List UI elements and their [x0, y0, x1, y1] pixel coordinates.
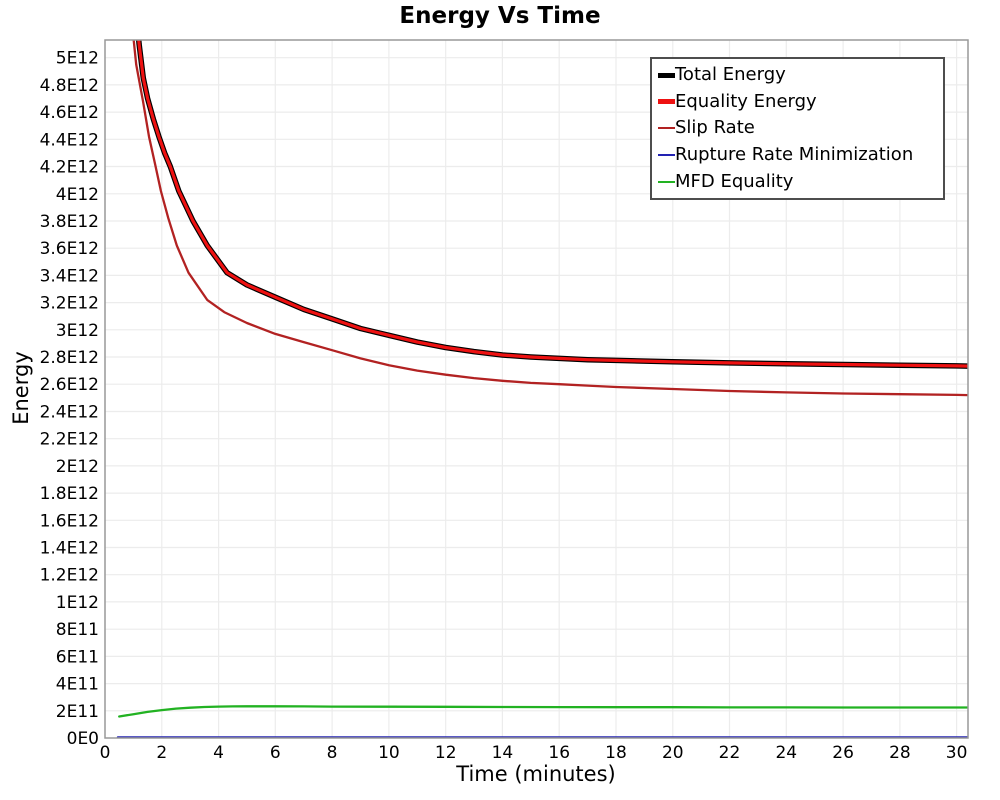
series-lines	[116, 40, 968, 738]
y-tick-label: 5E12	[56, 49, 99, 69]
x-tick-label: 14	[492, 743, 514, 763]
x-tick-label: 28	[889, 743, 911, 763]
legend-swatch	[658, 180, 675, 183]
y-tick-label: 1E12	[56, 593, 99, 613]
legend-item: Rupture Rate Minimization	[658, 146, 939, 164]
y-tick-label: 1.8E12	[40, 484, 99, 504]
x-tick-label: 2	[156, 743, 167, 763]
x-tick-label: 24	[775, 743, 797, 763]
series-line-slip-rate	[132, 40, 968, 397]
y-tick-label: 3.2E12	[40, 294, 99, 314]
x-tick-label: 8	[327, 743, 338, 763]
y-tick-label: 1.2E12	[40, 566, 99, 586]
y-axis-label: Energy	[9, 351, 33, 425]
plot-border	[104, 39, 969, 739]
legend-item: Slip Rate	[658, 119, 939, 137]
y-tick-label: 2E12	[56, 457, 99, 477]
y-tick-label: 4.8E12	[40, 76, 99, 96]
y-tick-label: 3E12	[56, 321, 99, 341]
legend-swatch	[658, 127, 675, 130]
x-tick-label: 20	[662, 743, 684, 763]
x-tick-label: 26	[832, 743, 854, 763]
legend-item-label: Rupture Rate Minimization	[675, 144, 914, 166]
legend-item-label: Equality Energy	[675, 90, 817, 112]
x-tick-label: 16	[548, 743, 570, 763]
legend-item: MFD Equality	[658, 170, 939, 192]
legend-item-label: Slip Rate	[675, 117, 755, 139]
y-tick-label: 2.6E12	[40, 375, 99, 395]
y-tick-label: 4.6E12	[40, 103, 99, 123]
y-tick-label: 4E11	[56, 675, 99, 695]
x-tick-label: 10	[378, 743, 400, 763]
x-tick-label: 0	[100, 743, 111, 763]
y-tick-label: 0E0	[67, 729, 99, 749]
x-axis-label: Time (minutes)	[456, 762, 616, 786]
y-tick-label: 3.8E12	[40, 212, 99, 232]
y-tick-labels: 0E0 2E11 4E11 6E11 8E11 1E12 1.2E12 1.4E12 1.6E1…	[40, 49, 99, 749]
x-tick-labels: 0 2 4 6 8 10 12 14 16 18 20 22 24 26 28 30	[100, 743, 968, 763]
legend-swatch	[658, 72, 675, 78]
y-tick-label: 4.4E12	[40, 130, 99, 150]
x-tick-label: 12	[435, 743, 457, 763]
x-tick-label: 6	[270, 743, 281, 763]
y-tick-label: 2.4E12	[40, 403, 99, 423]
legend-swatch	[658, 99, 675, 105]
y-tick-label: 4E12	[56, 185, 99, 205]
y-tick-label: 8E11	[56, 620, 99, 640]
series-line-equality-energy	[137, 40, 968, 368]
legend-item-label: Total Energy	[675, 64, 786, 86]
legend-item-label: MFD Equality	[675, 170, 794, 192]
y-tick-label: 3.4E12	[40, 266, 99, 286]
x-tick-label: 22	[719, 743, 741, 763]
y-tick-label: 6E11	[56, 647, 99, 667]
legend-item: Total Energy	[658, 66, 939, 84]
y-tick-label: 3.6E12	[40, 239, 99, 259]
x-tick-label: 4	[213, 743, 224, 763]
x-tick-label: 18	[605, 743, 627, 763]
y-tick-label: 4.2E12	[40, 158, 99, 178]
y-tick-label: 2.8E12	[40, 348, 99, 368]
y-tick-label: 2.2E12	[40, 430, 99, 450]
legend: Total Energy Equality Energy Slip Rate Rupt…	[650, 57, 945, 200]
y-tick-label: 1.6E12	[40, 511, 99, 531]
y-tick-label: 1.4E12	[40, 539, 99, 559]
chart-title: Energy Vs Time	[399, 3, 601, 29]
y-tick-label: 2E11	[56, 702, 99, 722]
legend-item: Equality Energy	[658, 90, 939, 112]
legend-swatch	[658, 154, 675, 157]
x-tick-label: 30	[946, 743, 968, 763]
series-line-mfd-equality	[118, 705, 968, 718]
